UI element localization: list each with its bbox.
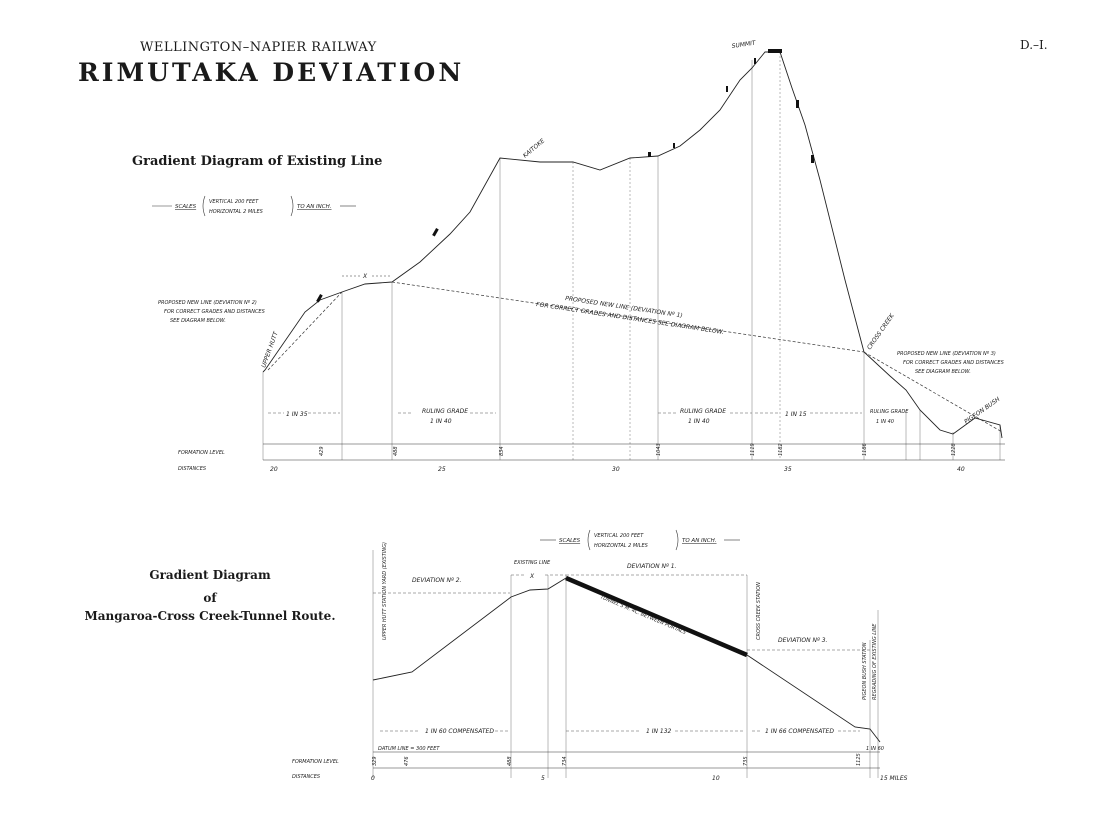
deviation-1-note: PROPOSED NEW LINE (DEVIATION Nº 1) FOR C… (536, 295, 725, 336)
top-scale-suffix: TO AN INCH. (297, 204, 332, 210)
top-formation-level-label: FORMATION LEVEL (178, 450, 225, 456)
distance-tick: 35 (784, 466, 792, 473)
label-kaitoke: KAITOKE (522, 137, 547, 159)
top-scale-label: SCALES (175, 204, 197, 210)
grade-ruling-1: RULING GRADE (422, 408, 468, 415)
grade-1in40-3: 1 IN 40 (876, 419, 894, 425)
label-deviation-2: DEVIATION Nº 2. (412, 577, 462, 584)
level-value: 1119 (750, 443, 756, 456)
top-station-lines (262, 52, 1001, 460)
grade-1in132: 1 IN 132 (646, 728, 672, 735)
tunnel-line (565, 575, 748, 658)
bottom-diagram-heading-1: Gradient Diagram (149, 568, 271, 582)
tunnel-route-profile (372, 577, 567, 681)
deviation-2-note: PROPOSED NEW LINE (DEVIATION Nº 2) FOR C… (158, 300, 266, 324)
bottom-x-label: X (529, 573, 535, 580)
label-pigeon-bush: PIGEON BUSH (963, 396, 1002, 426)
bottom-scale-label: SCALES (559, 538, 581, 544)
tunnel-marks (316, 58, 814, 303)
label-pigeon-bush-station: PIGEON BUSH STATION (862, 642, 868, 700)
top-x-label: X (362, 273, 368, 280)
plate-number: D.–I. (1020, 38, 1048, 52)
level-value: 1186 (862, 443, 868, 456)
label-existing-line: EXISTING LINE (514, 560, 551, 566)
level-value: 1125 (856, 753, 862, 766)
label-summit: SUMMIT (731, 40, 757, 50)
distance-miles: 15 MILES (880, 775, 908, 782)
level-value: 735 (743, 756, 749, 766)
grade-1in40-2: 1 IN 40 (688, 418, 710, 425)
grade-1in60-end: 1 IN 60 (866, 746, 884, 752)
bottom-scale-note: SCALES VERTICAL 200 FEET HORIZONTAL 2 MI… (540, 529, 740, 551)
top-distances-label: DISTANCES (178, 466, 207, 472)
grade-1in60-compensated: 1 IN 60 COMPENSATED (425, 728, 494, 735)
level-value: 488 (393, 446, 399, 456)
dev3-note-line-3: SEE DIAGRAM BELOW. (915, 369, 971, 375)
summit-marker (768, 49, 782, 53)
distance-tick: 40 (957, 466, 965, 473)
page-title: RIMUTAKA DEVIATION (78, 58, 465, 87)
grade-1in35: 1 IN 35 (286, 411, 308, 418)
subtitle: WELLINGTON–NAPIER RAILWAY (140, 40, 377, 55)
dev2-note-line-2: FOR CORRECT GRADES AND DISTANCES (164, 309, 266, 315)
dev3-note-line-1: PROPOSED NEW LINE (DEVIATION Nº 3) (897, 351, 996, 357)
grade-1in15: 1 IN 15 (785, 411, 807, 418)
grade-1in66-compensated: 1 IN 66 COMPENSATED (765, 728, 834, 735)
bottom-scale-vertical: VERTICAL 200 FEET (594, 533, 644, 539)
level-value: 488 (507, 756, 513, 766)
bottom-level-values: 329 476 488 734 735 1125 (372, 753, 862, 766)
top-level-values: 429 488 834 1043 1119 1182 1186 1228 (319, 443, 957, 456)
bottom-formation-level-label: FORMATION LEVEL (292, 759, 339, 765)
deviation-3-note: PROPOSED NEW LINE (DEVIATION Nº 3) FOR C… (897, 351, 1005, 375)
label-deviation-1: DEVIATION Nº 1. (627, 563, 677, 570)
datum-line-label: DATUM LINE = 300 FEET (378, 746, 440, 752)
proposed-deviations (267, 281, 1003, 433)
label-tunnel: TUNNEL 5 M. 4C. BETWEEN PORTALS (599, 594, 687, 636)
dev2-note-line-1: PROPOSED NEW LINE (DEVIATION Nº 2) (158, 300, 257, 306)
distance-tick: 20 (270, 466, 278, 473)
existing-line-profile (262, 51, 1003, 439)
level-value: 329 (372, 756, 378, 766)
level-value: 834 (499, 446, 505, 456)
level-value: 1228 (951, 443, 957, 456)
top-diagram-heading: Gradient Diagram of Existing Line (132, 154, 383, 169)
bottom-span-lines (373, 574, 870, 651)
top-baselines (263, 443, 1005, 461)
top-scale-vertical: VERTICAL 200 FEET (209, 199, 259, 205)
level-value: 429 (319, 446, 325, 456)
deviation-3-profile (746, 654, 881, 743)
bottom-distance-ticks: 0 5 10 15 MILES (371, 775, 908, 782)
dev3-note-line-2: FOR CORRECT GRADES AND DISTANCES (903, 360, 1005, 366)
top-scale-note: SCALES VERTICAL 200 FEET HORIZONTAL 2 MI… (152, 195, 356, 217)
level-value: 1043 (656, 443, 662, 456)
bottom-diagram-heading-3: Mangaroa-Cross Creek-Tunnel Route. (84, 609, 336, 623)
bottom-baselines (373, 751, 880, 769)
level-value: 1182 (778, 443, 784, 456)
label-cross-creek: CROSS CREEK (866, 312, 897, 352)
distance-tick: 10 (712, 775, 720, 782)
level-value: 734 (562, 756, 568, 766)
bottom-distances-label: DISTANCES (292, 774, 321, 780)
distance-tick: 5 (541, 775, 545, 782)
label-cross-creek-station: CROSS CREEK STATION (756, 582, 762, 640)
grade-ruling-2: RULING GRADE (680, 408, 726, 415)
bottom-station-lines (372, 550, 879, 778)
bottom-scale-suffix: TO AN INCH. (682, 538, 717, 544)
label-regrading: REGRADING OF EXISTING LINE (872, 623, 878, 700)
bottom-scale-horizontal: HORIZONTAL 2 MILES (594, 543, 649, 549)
bottom-diagram-heading-2: of (203, 591, 217, 605)
label-upper-hutt-station: UPPER HUTT STATION YARD (EXISTING) (382, 542, 388, 640)
distance-tick: 30 (612, 466, 620, 473)
label-deviation-3: DEVIATION Nº 3. (778, 637, 828, 644)
grade-1in40-1: 1 IN 40 (430, 418, 452, 425)
dev2-note-line-3: SEE DIAGRAM BELOW. (170, 318, 226, 324)
top-distance-ticks: 20 25 30 35 40 (270, 466, 965, 473)
top-scale-horizontal: HORIZONTAL 2 MILES (209, 209, 264, 215)
level-value: 476 (404, 756, 410, 766)
distance-tick: 25 (438, 466, 446, 473)
grade-ruling-3: RULING GRADE (870, 409, 909, 415)
distance-tick: 0 (371, 775, 375, 782)
